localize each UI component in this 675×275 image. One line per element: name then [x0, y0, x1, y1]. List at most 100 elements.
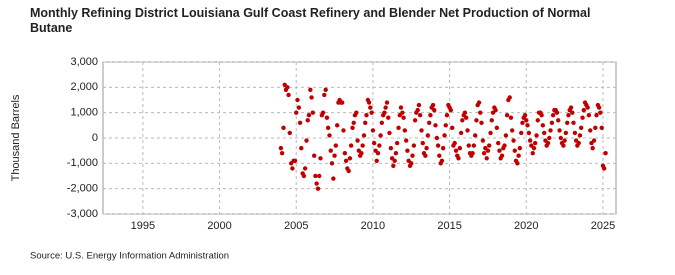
data-point	[470, 151, 475, 156]
data-point	[512, 148, 517, 153]
data-point	[527, 138, 533, 143]
data-point	[296, 105, 302, 110]
data-point	[302, 166, 308, 171]
data-point	[371, 140, 377, 146]
x-tick-label: 2005	[284, 220, 308, 232]
data-point	[320, 110, 326, 115]
x-tick-label: 2020	[514, 220, 538, 232]
data-point	[304, 138, 309, 143]
data-point	[333, 143, 339, 148]
data-point	[603, 151, 608, 156]
data-point	[341, 128, 346, 133]
data-point	[317, 173, 322, 179]
data-point	[329, 161, 335, 166]
chart-title: Monthly Refining District Louisiana Gulf…	[30, 6, 591, 35]
data-point	[308, 87, 313, 93]
data-point	[360, 143, 365, 148]
data-point	[309, 95, 314, 100]
data-point	[351, 120, 356, 126]
data-point	[558, 135, 563, 141]
data-point	[346, 168, 351, 174]
data-point	[279, 151, 285, 156]
data-point	[285, 85, 290, 90]
data-point	[424, 145, 429, 151]
data-point	[412, 118, 418, 123]
data-point	[570, 110, 575, 115]
data-point	[601, 166, 607, 171]
data-point	[539, 113, 544, 118]
data-point	[599, 125, 604, 131]
data-point	[563, 130, 569, 136]
data-point	[462, 110, 468, 115]
y-tick-label: 2,000	[70, 81, 98, 93]
data-point	[359, 151, 364, 156]
data-point	[481, 151, 487, 156]
data-point	[590, 145, 595, 151]
data-point	[547, 135, 552, 141]
data-point	[508, 115, 514, 120]
data-point	[415, 107, 420, 113]
data-point	[383, 105, 388, 110]
data-point	[520, 120, 525, 126]
data-point	[419, 128, 424, 133]
data-point	[420, 140, 425, 146]
data-point	[531, 145, 537, 151]
y-tick-label: 1,000	[70, 107, 98, 119]
data-point	[476, 100, 482, 105]
data-point	[581, 107, 586, 113]
data-point	[442, 133, 447, 138]
data-point	[334, 123, 340, 128]
data-point	[281, 125, 286, 131]
x-tick-label: 2015	[437, 220, 461, 232]
data-point	[410, 153, 415, 158]
data-point	[311, 153, 317, 158]
x-tick-label: 2010	[361, 220, 385, 232]
data-point	[452, 140, 457, 146]
data-point	[435, 143, 441, 148]
data-point	[585, 105, 590, 110]
data-point	[324, 115, 330, 120]
data-point	[593, 125, 598, 131]
data-point	[577, 133, 583, 138]
data-point	[342, 151, 348, 156]
data-point	[549, 120, 555, 126]
data-point	[306, 113, 312, 118]
data-point	[386, 115, 391, 120]
data-point	[423, 153, 428, 158]
data-point	[545, 140, 551, 146]
data-point	[318, 156, 323, 161]
data-point	[388, 145, 394, 151]
data-point	[364, 113, 369, 118]
data-point	[598, 110, 603, 115]
data-point	[473, 133, 478, 138]
data-point	[387, 130, 392, 136]
data-point	[504, 113, 510, 118]
data-point	[310, 110, 316, 115]
data-point	[379, 120, 385, 126]
data-point	[363, 120, 368, 126]
data-point	[396, 125, 401, 131]
data-point	[524, 118, 529, 123]
data-point	[525, 123, 530, 128]
data-point	[411, 143, 417, 148]
data-point	[542, 130, 547, 136]
data-point	[278, 145, 284, 151]
data-point	[526, 130, 532, 136]
data-point	[375, 151, 381, 156]
data-point	[394, 140, 400, 146]
data-point	[295, 97, 300, 103]
data-point	[572, 130, 578, 136]
data-point	[400, 110, 405, 115]
data-point	[594, 113, 599, 118]
data-point	[378, 133, 383, 138]
data-point	[286, 92, 291, 98]
plot-frame	[102, 61, 617, 215]
data-point	[535, 118, 540, 123]
data-point	[427, 120, 432, 126]
data-point	[428, 113, 433, 118]
data-point	[354, 110, 359, 115]
data-point	[370, 128, 376, 133]
data-point	[287, 130, 292, 136]
